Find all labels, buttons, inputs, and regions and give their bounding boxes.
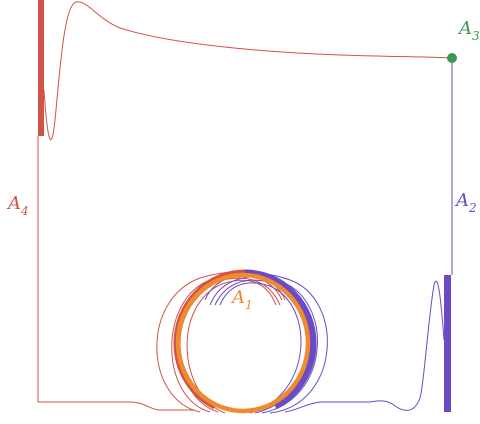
red-loop-2 — [171, 274, 283, 413]
purple-oscillation-band — [444, 275, 451, 412]
purple-trajectory — [204, 58, 453, 414]
label-a3: A3 — [457, 18, 480, 43]
purple-oscillation-curve — [284, 280, 445, 413]
red-top-curve — [43, 1, 453, 141]
fixed-point-a3 — [447, 53, 457, 63]
label-a2: A2 — [454, 190, 477, 215]
purple-loop-4 — [219, 282, 302, 414]
red-trajectory — [37, 0, 453, 414]
purple-circle-arc — [244, 269, 317, 410]
red-oscillation-band — [38, 0, 44, 136]
orange-limit-cycle — [175, 272, 311, 414]
red-bottom-horizontal — [38, 401, 195, 411]
label-a4: A4 — [6, 193, 29, 218]
purple-loop-2 — [209, 276, 318, 414]
label-a1: A1 — [230, 287, 253, 312]
limit-cycle — [173, 269, 317, 414]
